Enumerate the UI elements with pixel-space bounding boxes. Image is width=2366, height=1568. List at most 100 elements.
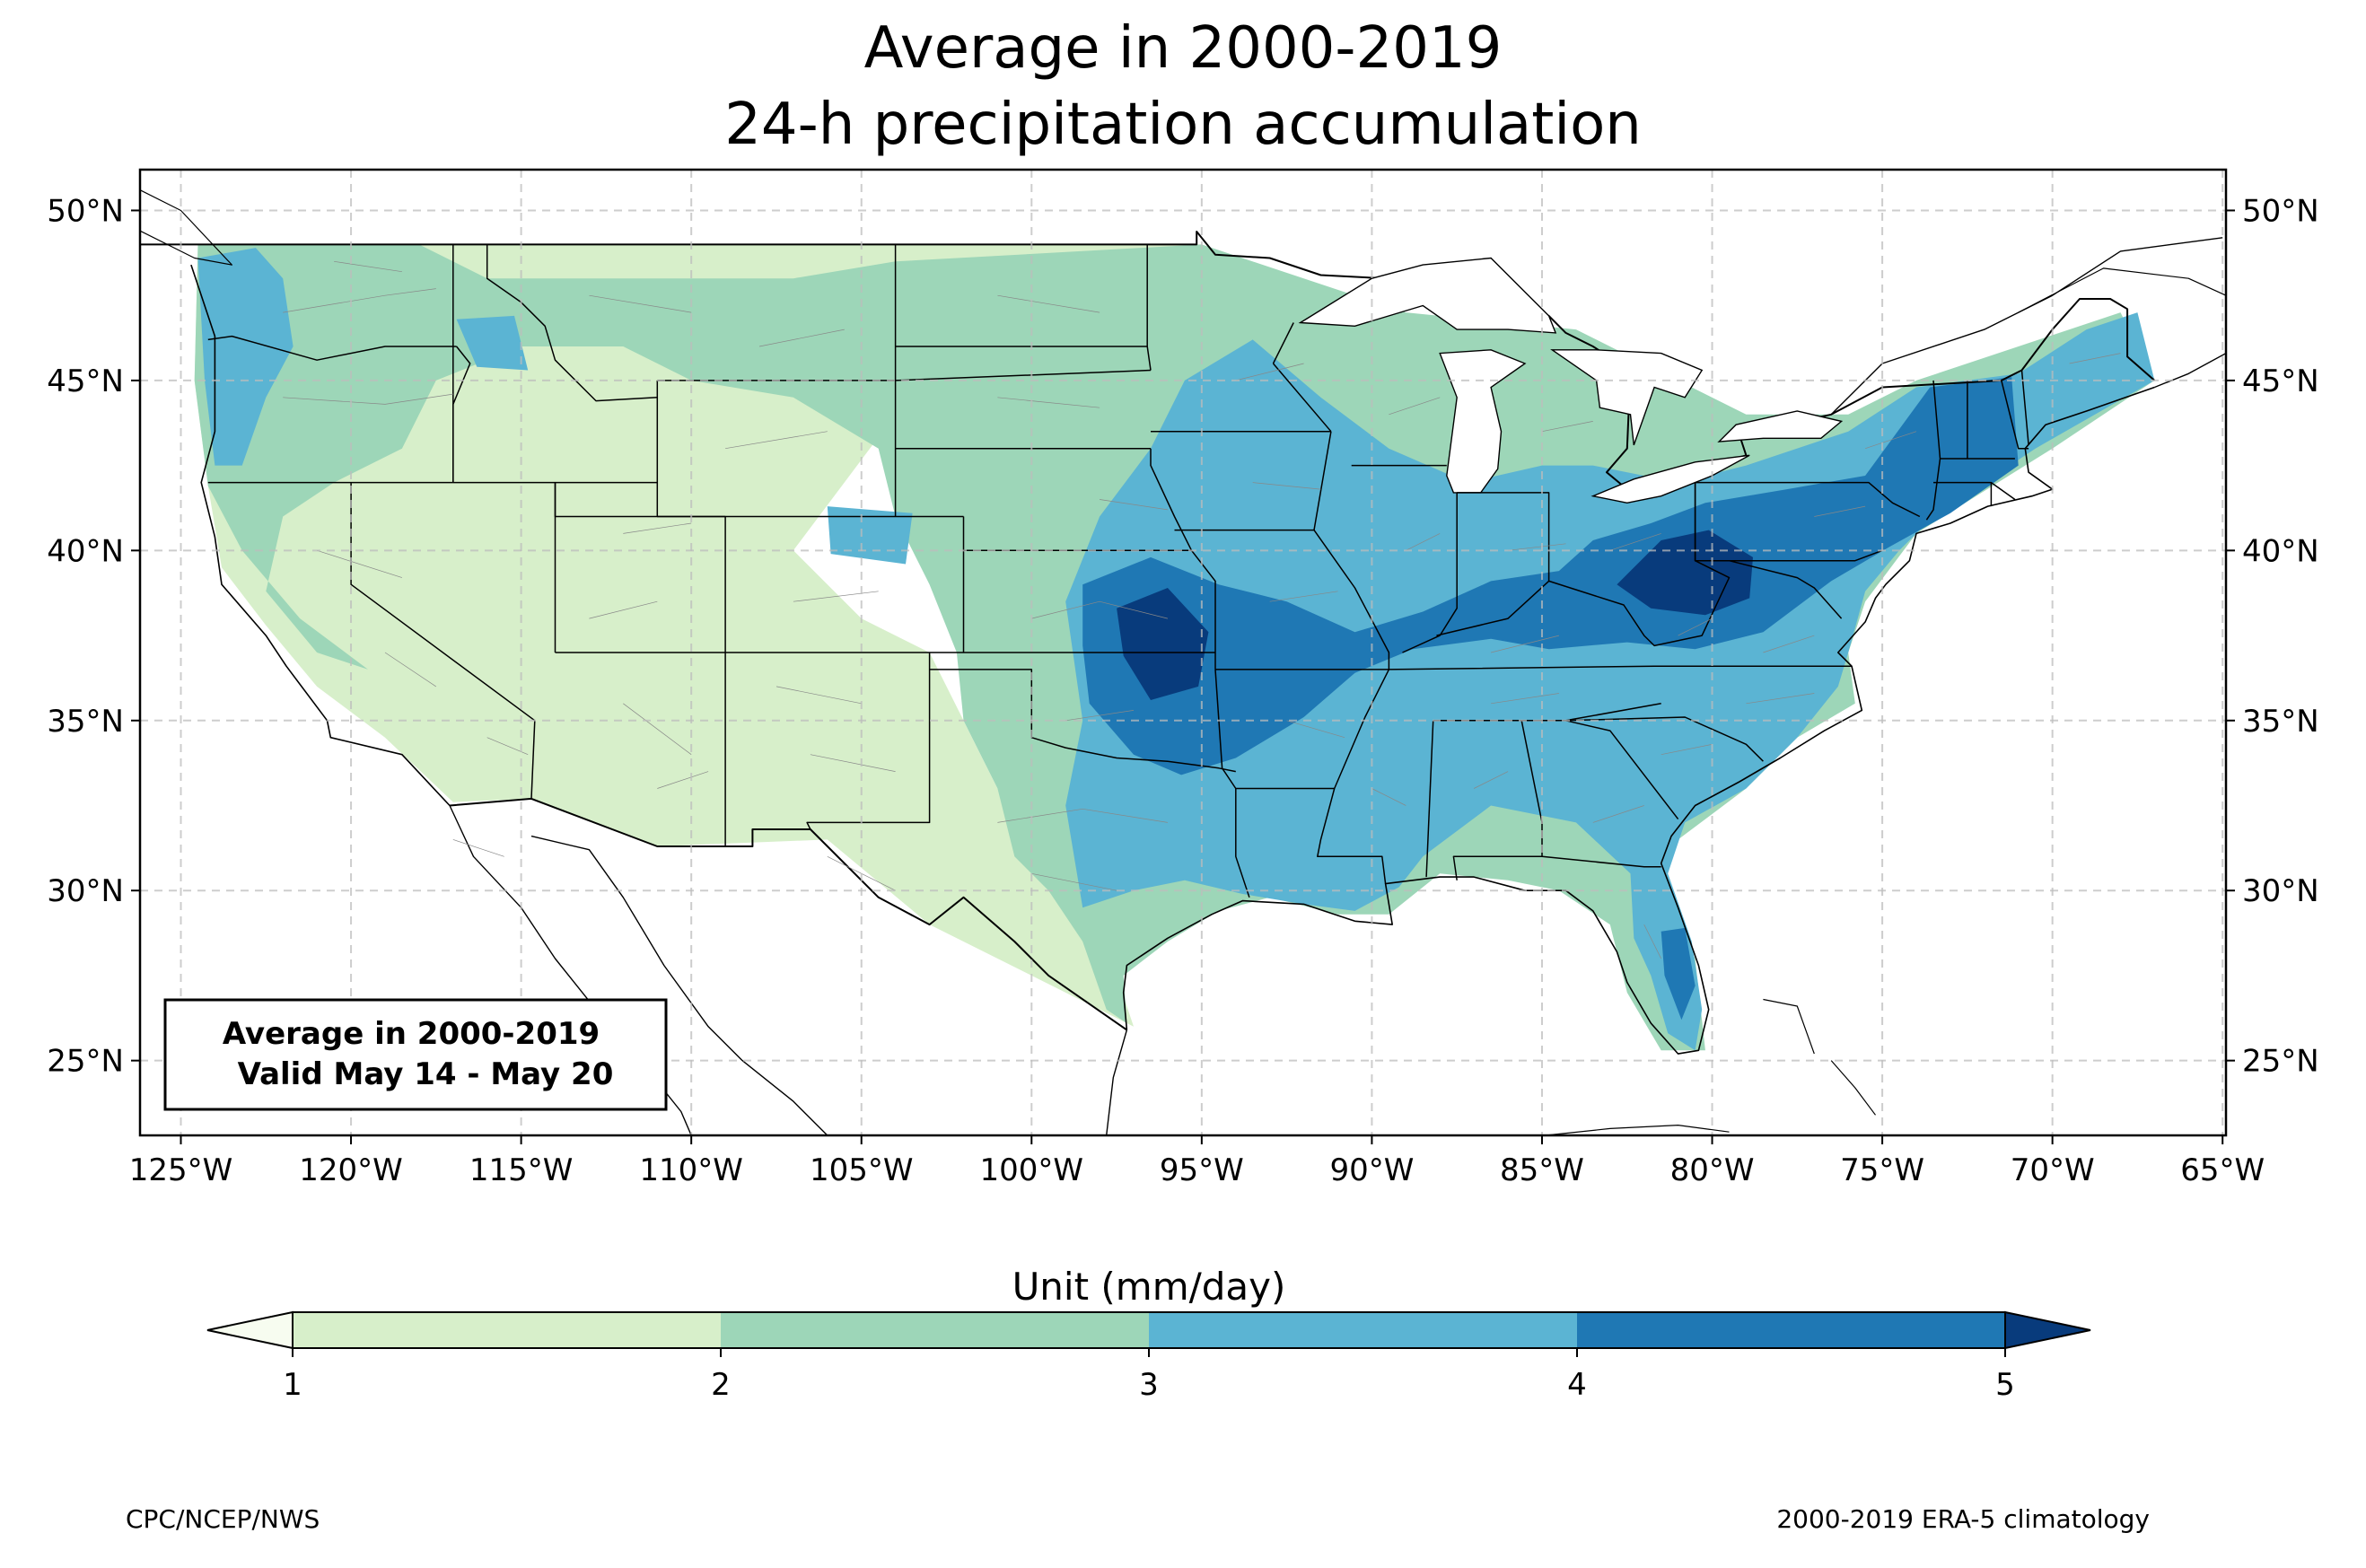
colorbar-ticks: 1 2 3 4 5 — [283, 1348, 2015, 1403]
title-line-1: Average in 2000-2019 — [864, 15, 1503, 82]
lake-erie — [1590, 454, 1750, 504]
state-boundary — [1457, 492, 1550, 582]
county-line — [1389, 397, 1441, 416]
us-canada-border — [140, 231, 2156, 491]
colorbar-segment — [1149, 1312, 1577, 1348]
lat-tick-label-left: 50°N — [47, 193, 124, 229]
state-boundary — [1150, 448, 1193, 551]
lon-tick-label: 85°W — [1500, 1152, 1584, 1188]
county-line — [1100, 499, 1168, 511]
lat-tick-label-right: 30°N — [2242, 873, 2319, 909]
gaspe-coast — [2018, 267, 2226, 313]
precip-region-level-4 — [1082, 377, 2019, 775]
county-line — [623, 703, 692, 755]
baja-coast — [449, 805, 692, 1135]
precip-region-level-1 — [194, 244, 1202, 1027]
colorbar-label: Unit (mm/day) — [1012, 1265, 1286, 1309]
atlantic-gulf-coast — [1122, 386, 2155, 1055]
us-mexico-border — [449, 797, 1127, 1031]
lat-tick-label-left: 45°N — [47, 364, 124, 399]
county-line — [1371, 788, 1406, 806]
county-line — [1678, 618, 1713, 636]
lon-tick-label: 70°W — [2011, 1152, 2095, 1188]
county-line — [1473, 771, 1509, 789]
county-line — [316, 549, 403, 578]
lat-ticks: 25°N 25°N 30°N 30°N 35°N 35°N 40°N 40°N 45°N 45°N… — [47, 193, 2318, 1079]
state-boundary — [486, 244, 658, 402]
precip-region-level-3 — [456, 315, 529, 371]
lon-tick-label: 65°W — [2180, 1152, 2265, 1188]
county-line — [1286, 720, 1345, 739]
lon-tick-label: 75°W — [1840, 1152, 1924, 1188]
lake-ontario — [1717, 410, 1844, 442]
lon-tick-label: 100°W — [980, 1152, 1084, 1188]
lat-tick-label-left: 35°N — [47, 704, 124, 740]
county-line — [1746, 693, 1815, 705]
annotation-line-1: Average in 2000-2019 — [223, 1016, 600, 1052]
lat-tick-label-right: 40°N — [2242, 533, 2319, 569]
state-boundary — [1272, 322, 1294, 364]
colorbar-segment — [721, 1312, 1149, 1348]
county-line — [1065, 710, 1135, 722]
county-line — [1406, 533, 1441, 551]
county-line — [997, 808, 1168, 823]
state-boundary — [1389, 665, 1852, 670]
lake-superior — [1298, 257, 1557, 334]
colorbar-segments — [206, 1310, 2091, 1350]
pacific-coast — [190, 264, 451, 807]
state-boundary — [1436, 482, 1731, 647]
lon-tick-label: 120°W — [299, 1152, 403, 1188]
colorbar-segment — [293, 1312, 721, 1348]
lat-tick-label-left: 40°N — [47, 533, 124, 569]
bahamas-2 — [1830, 1060, 1876, 1116]
lon-tick-label: 125°W — [129, 1152, 233, 1188]
colorbar-tick-label: 5 — [1995, 1367, 2015, 1403]
bahamas-1 — [1763, 998, 1815, 1055]
colorbar-tick-label: 1 — [283, 1367, 302, 1403]
county-line — [1252, 482, 1321, 490]
bay-of-fundy — [2154, 352, 2226, 389]
state-boundary — [1402, 492, 1458, 653]
state-boundary — [929, 669, 1236, 773]
state-boundary — [895, 369, 1152, 381]
county-line — [1643, 924, 1662, 959]
precip-region-level-5 — [1117, 588, 1209, 700]
state-boundary — [1541, 855, 1661, 868]
state-boundary — [1313, 431, 1332, 530]
county-line — [1763, 635, 1815, 653]
county-line — [810, 754, 896, 772]
lake-huron — [1550, 349, 1704, 446]
colorbar-segment — [1577, 1312, 2005, 1348]
county-line — [1491, 693, 1559, 705]
county-line — [776, 686, 862, 705]
lon-tick-label: 110°W — [639, 1152, 743, 1188]
borders — [140, 189, 2226, 1135]
county-line — [384, 652, 436, 688]
lon-ticks: 125°W 120°W 115°W 110°W 105°W 100°W 95°W 90°W 85… — [129, 1135, 2265, 1188]
county-line — [1541, 421, 1593, 433]
county-line — [2069, 353, 2121, 364]
county-line — [1491, 635, 1559, 653]
st-lawrence — [1830, 237, 2223, 416]
county-line — [1031, 872, 1117, 891]
lon-tick-label: 90°W — [1329, 1152, 1414, 1188]
lat-tick-label-right: 25°N — [2242, 1044, 2319, 1080]
colorbar-tick-label: 3 — [1139, 1367, 1159, 1403]
state-boundary — [1190, 549, 1216, 670]
state-boundary — [2020, 370, 2029, 445]
county-line — [997, 397, 1100, 408]
colorbar-tick-label: 4 — [1567, 1367, 1587, 1403]
precip-region-level-3 — [197, 248, 294, 466]
state-boundary — [207, 335, 457, 361]
mexico-gulf-coast — [1106, 1029, 1128, 1135]
colorbar-tick-label: 2 — [711, 1367, 731, 1403]
county-line — [725, 431, 828, 450]
footer-right: 2000-2019 ERA-5 climatology — [1776, 1504, 2150, 1534]
lat-tick-label-right: 45°N — [2242, 364, 2319, 399]
state-boundary — [1694, 482, 1883, 562]
state-boundary — [1425, 720, 1434, 878]
county-line — [589, 600, 658, 619]
lat-tick-label-right: 50°N — [2242, 193, 2319, 229]
